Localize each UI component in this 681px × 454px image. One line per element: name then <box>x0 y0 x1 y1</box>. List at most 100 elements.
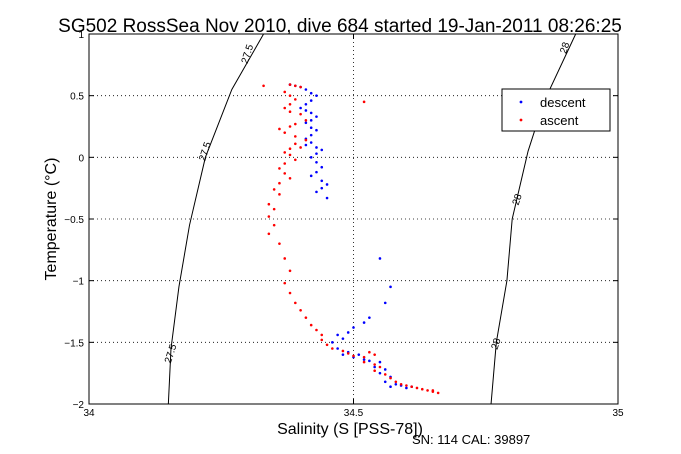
ascent-point <box>304 138 308 142</box>
descent-point <box>325 196 329 200</box>
descent-point <box>309 133 313 137</box>
descent-point <box>362 321 366 324</box>
descent-point <box>389 285 392 289</box>
ascent-point <box>278 127 281 131</box>
ascent-point <box>373 369 376 373</box>
ascent-point <box>283 90 287 94</box>
y-tick-label: −2 <box>73 400 85 411</box>
descent-point <box>346 331 350 334</box>
descent-point <box>315 190 318 194</box>
x-axis-label: Salinity (S [PSS-78]) <box>277 421 423 438</box>
ascent-point <box>331 347 334 350</box>
ascent-point <box>272 207 276 211</box>
descent-point <box>341 337 345 340</box>
ascent-point <box>272 223 276 227</box>
ascent-point <box>278 193 281 196</box>
ascent-point <box>304 316 308 319</box>
descent-point <box>304 109 308 112</box>
ascent-point <box>299 308 302 312</box>
axis-ticks: 34 34.5 35 −2 −1.5 −1 −0.5 0 0.5 1 <box>64 30 624 419</box>
descent-point <box>309 111 313 115</box>
series-ascent <box>262 83 440 395</box>
y-axis-label: Temperature (°C) <box>43 158 60 281</box>
ascent-point <box>309 323 313 327</box>
legend-marker-ascent <box>519 118 523 122</box>
descent-point <box>389 385 392 389</box>
descent-point <box>299 106 302 110</box>
ascent-point <box>294 142 297 146</box>
ascent-point <box>283 151 287 154</box>
contour-label: 28 <box>490 337 504 351</box>
ascent-point <box>288 147 292 150</box>
descent-point <box>309 99 313 102</box>
ascent-point <box>283 131 287 134</box>
descent-point <box>320 148 324 152</box>
ascent-point <box>410 385 413 389</box>
legend-box <box>501 88 611 132</box>
ascent-point <box>315 328 318 332</box>
ascent-point <box>288 110 292 113</box>
ascent-point <box>294 135 297 138</box>
y-tick-label: −1.5 <box>64 338 84 349</box>
ascent-point <box>299 112 302 116</box>
x-tick-label: 35 <box>612 408 624 419</box>
ascent-point <box>267 202 271 206</box>
ascent-point <box>362 355 366 359</box>
y-tick-label: −1 <box>73 277 85 288</box>
chart-title: SG502 RossSea Nov 2010, dive 684 started… <box>58 16 622 37</box>
ascent-point <box>272 188 276 191</box>
ascent-point <box>436 391 440 395</box>
descent-point <box>309 141 313 144</box>
ascent-point <box>368 350 371 354</box>
descent-point <box>352 326 355 329</box>
ascent-point <box>405 384 408 387</box>
x-tick-label: 34 <box>83 408 95 419</box>
ascent-point <box>278 181 281 185</box>
legend-marker-descent <box>519 100 523 104</box>
ascent-point <box>288 177 292 180</box>
ascent-point <box>373 363 376 366</box>
y-tick-label: −0.5 <box>64 215 84 226</box>
ascent-point <box>283 257 287 260</box>
descent-point <box>315 146 318 149</box>
ascent-point <box>278 242 281 245</box>
descent-point <box>383 368 387 371</box>
ascent-point <box>294 301 297 305</box>
descent-point <box>368 316 371 319</box>
descent-point <box>309 126 313 130</box>
ascent-point <box>299 85 302 89</box>
ascent-point <box>294 158 297 162</box>
ascent-point <box>362 100 366 104</box>
descent-point <box>405 386 408 390</box>
contour-label: 28 <box>511 192 525 206</box>
descent-point <box>320 165 324 169</box>
descent-point <box>394 382 398 386</box>
ascent-point <box>283 106 287 110</box>
ascent-point <box>394 380 398 384</box>
ascent-point <box>278 167 281 170</box>
ascent-point <box>415 386 419 390</box>
gridlines <box>89 34 618 404</box>
descent-point <box>309 174 313 178</box>
ascent-point <box>288 269 292 273</box>
ascent-point <box>420 387 424 391</box>
descent-point <box>304 103 308 106</box>
y-tick-label: 1 <box>78 30 84 41</box>
descent-point <box>304 121 308 125</box>
descent-point <box>315 170 318 174</box>
descent-point <box>325 183 329 186</box>
ascent-point <box>283 162 287 165</box>
descent-point <box>357 353 361 356</box>
ascent-point <box>399 382 403 386</box>
descent-point <box>362 358 366 361</box>
descent-point <box>336 347 339 350</box>
ascent-point <box>267 215 271 218</box>
descent-point <box>309 91 313 95</box>
y-tick-label: 0 <box>78 153 84 164</box>
descent-point <box>383 301 387 305</box>
ascent-point <box>362 360 366 364</box>
descent-point <box>373 365 376 369</box>
contour-line-27.5 <box>167 33 265 405</box>
